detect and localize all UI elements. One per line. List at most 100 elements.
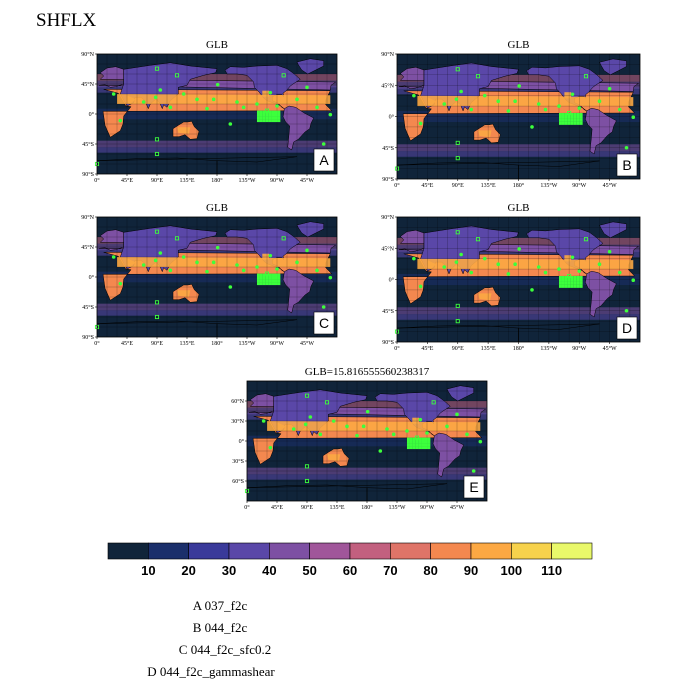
- station-marker: [241, 268, 246, 273]
- station-array: [94, 229, 333, 330]
- station-marker: [174, 73, 180, 78]
- station-marker: [262, 273, 266, 277]
- station-marker: [418, 417, 423, 422]
- legend-entry: A 037_f2c: [192, 598, 248, 613]
- station-marker: [573, 118, 577, 122]
- station-marker: [418, 437, 422, 441]
- lon-tick-label: 90°W: [572, 182, 586, 189]
- lon-tick-label: 90°E: [151, 177, 163, 184]
- lon-tick-label: 45°E: [271, 504, 283, 511]
- lat-tick-label: 45°N: [381, 245, 394, 252]
- station-marker: [558, 115, 562, 119]
- station-marker: [255, 265, 259, 269]
- lon-tick-label: 135°W: [540, 345, 557, 352]
- station-marker: [365, 409, 370, 414]
- station-marker: [576, 118, 580, 122]
- station-marker: [543, 270, 548, 275]
- station-marker: [583, 237, 589, 242]
- colorbar-tick-label: 90: [464, 563, 478, 578]
- station-marker: [570, 255, 575, 260]
- hot-region: [262, 253, 269, 260]
- lon-tick-label: 45°W: [300, 177, 314, 184]
- station-marker: [576, 115, 580, 119]
- station-marker: [415, 440, 419, 444]
- continent-samerica: [432, 432, 465, 478]
- station-marker: [561, 113, 565, 117]
- station-marker: [265, 282, 269, 286]
- station-marker: [421, 437, 425, 441]
- station-marker: [168, 105, 173, 110]
- figure-title: SHFLX: [36, 10, 97, 31]
- lon-tick-label: 0°: [394, 345, 400, 352]
- station-marker: [607, 86, 612, 91]
- station-marker: [406, 437, 410, 441]
- station-marker: [154, 66, 160, 71]
- station-marker: [406, 443, 410, 447]
- station-marker: [205, 106, 209, 111]
- station-marker: [478, 439, 483, 444]
- station-marker: [469, 270, 474, 275]
- hot-region: [564, 255, 572, 262]
- station-marker: [576, 278, 580, 282]
- lat-tick-label: 60°S: [232, 478, 244, 485]
- lon-tick-label: 0°: [394, 182, 400, 189]
- station-marker: [471, 469, 476, 473]
- station-marker: [455, 67, 460, 72]
- lon-tick-label: 135°E: [179, 340, 194, 347]
- station-marker: [405, 429, 409, 433]
- colorbar-swatch: [107, 542, 149, 560]
- lat-tick-label: 45°N: [81, 244, 94, 251]
- colorbar-tick-label: 40: [262, 563, 276, 578]
- lat-tick-label: 30°N: [231, 418, 244, 425]
- lon-tick-label: 0°: [94, 340, 100, 347]
- hot-region: [262, 90, 269, 97]
- station-marker: [631, 115, 636, 119]
- station-marker: [304, 393, 310, 398]
- lat-tick-label: 45°S: [382, 308, 394, 315]
- station-marker: [576, 284, 580, 288]
- lon-tick-label: 180°: [513, 182, 525, 189]
- panel-label-box: [313, 311, 335, 335]
- colorbar-tick-label: 10: [141, 563, 155, 578]
- station-marker: [264, 108, 270, 113]
- station-marker: [271, 282, 275, 286]
- lon-tick-label: 180°: [513, 345, 525, 352]
- station-marker: [331, 419, 336, 423]
- station-marker: [564, 278, 568, 282]
- station-marker: [506, 272, 511, 276]
- station-marker: [154, 151, 160, 157]
- station-marker: [465, 432, 469, 437]
- colorbar-swatch: [511, 542, 552, 560]
- station-marker: [261, 419, 266, 423]
- lon-tick-label: 135°W: [238, 177, 255, 184]
- station-marker: [543, 107, 548, 112]
- lon-tick-label: 45°W: [300, 340, 314, 347]
- station-marker: [228, 285, 233, 289]
- station-marker: [557, 104, 561, 108]
- station-marker: [412, 440, 416, 444]
- station-marker: [530, 288, 534, 292]
- panel-label: D: [622, 320, 632, 336]
- station-marker: [153, 258, 158, 263]
- station-marker: [576, 281, 580, 285]
- station-marker: [558, 281, 562, 285]
- station-marker: [409, 437, 413, 441]
- station-marker: [268, 276, 272, 280]
- station-array: [244, 393, 483, 494]
- colorbar-tick-label: 60: [343, 563, 357, 578]
- station-marker: [274, 279, 278, 283]
- lat-tick-label: 45°S: [382, 145, 394, 152]
- lon-tick-label: 45°W: [450, 504, 464, 511]
- lat-tick-label: 0°: [389, 114, 395, 121]
- lon-tick-label: 180°: [211, 340, 223, 347]
- station-marker: [274, 276, 278, 280]
- lon-tick-label: 90°W: [270, 340, 284, 347]
- station-marker: [256, 113, 260, 117]
- hot-region: [276, 422, 286, 431]
- lon-tick-label: 90°E: [151, 340, 163, 347]
- station-marker: [259, 116, 263, 120]
- lat-tick-label: 45°N: [381, 82, 394, 89]
- panel-title: GLB: [508, 39, 530, 51]
